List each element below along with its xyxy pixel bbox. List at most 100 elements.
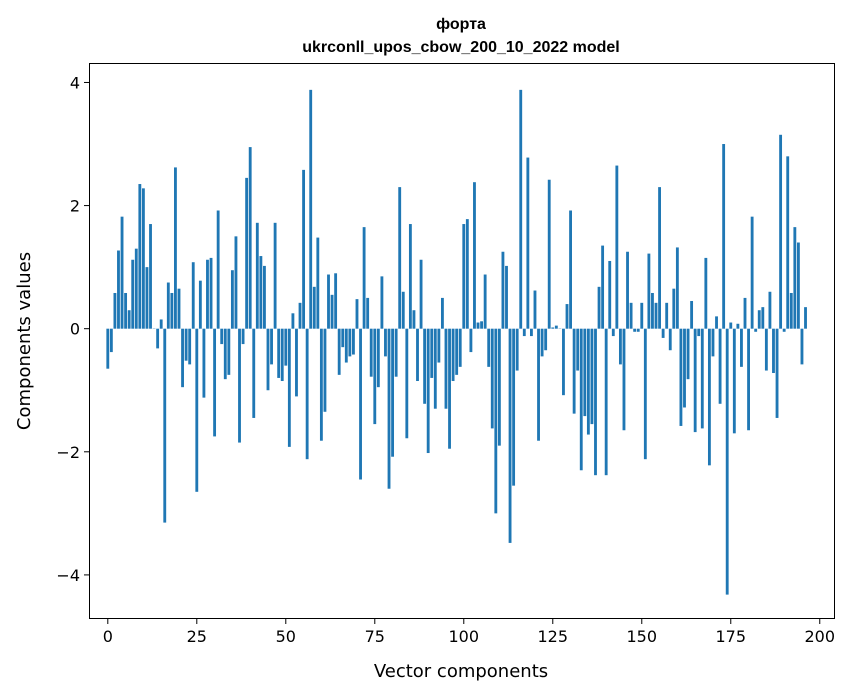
bar-154: [654, 302, 658, 329]
bar-189: [779, 134, 783, 329]
bar-38: [241, 328, 245, 345]
bar-28: [206, 259, 209, 329]
bar-135: [586, 328, 590, 435]
bar-61: [323, 328, 327, 412]
bar-99: [458, 328, 462, 367]
bar-16: [163, 328, 167, 523]
y-axis-ticks: −4 −2 0 2 4: [56, 73, 90, 585]
bar-179: [743, 297, 747, 329]
bar-120: [533, 290, 537, 329]
bar-67: [344, 328, 348, 363]
bar-102: [469, 328, 473, 353]
bar-186: [768, 291, 772, 329]
y-axis-label: Components values: [14, 252, 35, 430]
chart-title-line1: форта: [436, 16, 486, 33]
bar-150: [640, 302, 644, 329]
bar-49: [280, 328, 284, 382]
bar-69: [352, 328, 355, 355]
bar-147: [629, 302, 633, 329]
bar-188: [775, 328, 779, 418]
bar-50: [284, 328, 288, 366]
chart-title-line2: ukrconll_upos_cbow_200_10_2022 model: [302, 39, 619, 56]
bar-146: [626, 251, 629, 329]
bar-180: [747, 328, 750, 431]
bar-42: [255, 222, 259, 329]
bar-23: [188, 328, 192, 365]
bar-166: [697, 328, 701, 337]
bar-5: [124, 292, 128, 329]
bar-30: [213, 328, 217, 437]
bar-144: [618, 328, 622, 365]
bar-136: [590, 328, 594, 425]
bar-153: [651, 292, 654, 329]
bar-68: [348, 328, 352, 357]
bar-84: [405, 328, 409, 439]
bar-33: [223, 328, 227, 380]
bar-95: [444, 328, 448, 409]
y-tick-label: −4: [56, 566, 80, 585]
bar-183: [757, 310, 761, 329]
bar-6: [127, 310, 131, 329]
bar-138: [597, 286, 601, 329]
bar-2: [113, 292, 117, 329]
bar-44: [263, 265, 266, 329]
bar-164: [690, 300, 694, 329]
bar-176: [732, 328, 736, 434]
bar-173: [722, 144, 726, 329]
x-tick-label: 25: [187, 627, 207, 646]
bar-3: [117, 250, 120, 329]
bar-90: [426, 328, 430, 454]
bar-169: [707, 328, 711, 466]
bar-194: [796, 242, 800, 329]
bar-182: [754, 328, 758, 332]
bar-43: [259, 256, 263, 329]
bar-123: [544, 328, 548, 351]
bar-73: [366, 297, 370, 329]
bar-97: [451, 328, 455, 382]
x-tick-label: 50: [276, 627, 296, 646]
bar-14: [156, 328, 160, 349]
bar-75: [373, 328, 377, 425]
bar-192: [789, 292, 793, 329]
bar-21: [181, 328, 184, 388]
x-axis-label: Vector components: [374, 661, 548, 682]
bar-133: [579, 328, 583, 471]
bar-27: [202, 328, 206, 398]
y-tick-label: 2: [70, 197, 80, 216]
bar-1: [109, 328, 113, 353]
bar-129: [565, 304, 569, 329]
bar-56: [305, 328, 309, 460]
bar-113: [508, 328, 512, 543]
bar-25: [195, 328, 199, 492]
bar-111: [501, 251, 505, 329]
bar-36: [234, 236, 238, 329]
bar-141: [608, 260, 612, 329]
bar-117: [522, 328, 526, 337]
bar-168: [704, 257, 708, 329]
bar-143: [615, 165, 619, 329]
bar-70: [355, 299, 359, 329]
bar-162: [683, 328, 686, 408]
bar-184: [761, 307, 765, 329]
bar-66: [341, 328, 345, 348]
bar-132: [576, 328, 580, 371]
bar-112: [505, 265, 508, 329]
y-tick-label: 0: [70, 320, 80, 339]
bar-94: [440, 297, 444, 329]
bar-79: [387, 328, 391, 489]
bar-108: [490, 328, 494, 429]
bar-106: [483, 274, 487, 329]
y-tick-label: −2: [56, 443, 80, 462]
bar-190: [782, 328, 786, 332]
bar-34: [227, 328, 231, 375]
bar-54: [298, 302, 302, 329]
bar-156: [661, 328, 665, 338]
bar-122: [540, 328, 544, 357]
bar-74: [369, 328, 373, 377]
bar-98: [455, 328, 459, 375]
bar-71: [359, 328, 362, 480]
bar-131: [572, 328, 576, 414]
bar-196: [804, 307, 807, 329]
bar-88: [419, 259, 423, 329]
bar-41: [252, 328, 256, 418]
